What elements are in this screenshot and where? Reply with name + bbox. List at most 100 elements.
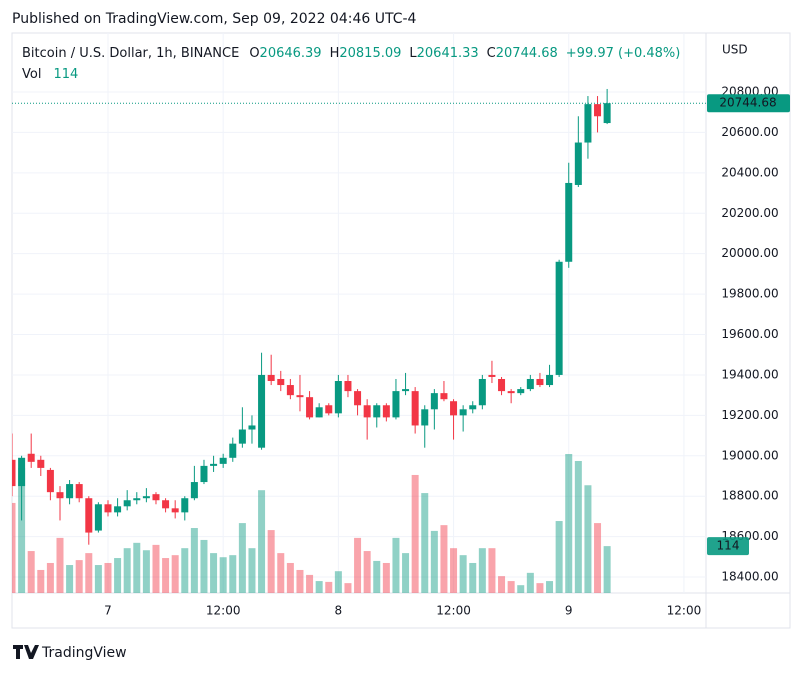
candle-body <box>334 381 342 414</box>
candle-body <box>152 494 160 501</box>
candle-body <box>46 469 54 493</box>
candle-body <box>306 397 314 418</box>
volume-bar <box>46 562 54 593</box>
o-label: O <box>249 46 259 61</box>
volume-tag-label: 114 <box>717 539 740 553</box>
published-note: Published on TradingView.com, Sep 09, 20… <box>12 11 417 27</box>
frame <box>11 32 791 629</box>
l-value: 20641.33 <box>417 46 479 61</box>
volume-bar <box>517 585 525 593</box>
volume-bar <box>75 560 83 593</box>
candle-body <box>171 508 179 513</box>
candle-body <box>594 104 602 117</box>
volume-bar <box>85 553 93 593</box>
candle-body <box>94 504 102 531</box>
candle-body <box>459 409 467 416</box>
volume-bar <box>200 539 208 593</box>
volume-bar <box>229 555 237 593</box>
candle-body <box>66 484 74 499</box>
candle-body <box>286 385 294 396</box>
volume-bar <box>584 485 592 593</box>
l-label: L <box>409 46 417 61</box>
volume-bar <box>565 454 573 593</box>
volume-bar <box>18 467 26 593</box>
candle-body <box>37 459 45 468</box>
y-tick-label: 18800.00 <box>721 489 778 503</box>
volume-bar <box>498 576 506 593</box>
candle-body <box>325 405 333 414</box>
last-price-tag <box>707 94 790 113</box>
candle-body <box>296 395 304 398</box>
change: +99.97 (+0.48%) <box>566 46 681 61</box>
volume-bar <box>162 558 170 593</box>
volume-bar <box>171 555 179 593</box>
candle-body <box>603 103 611 124</box>
volume-bar <box>277 553 285 593</box>
volume-bar <box>478 548 486 593</box>
legend-line: Bitcoin / U.S. Dollar, 1h, BINANCE O20646… <box>22 46 680 61</box>
y-tick-label: 19600.00 <box>721 327 778 341</box>
volume-bar <box>258 490 266 593</box>
volume-bar <box>392 537 400 593</box>
volume-bar <box>66 565 74 593</box>
candle-body <box>277 378 285 386</box>
candle-body <box>488 374 496 377</box>
candle-body <box>85 498 93 533</box>
volume-bar <box>152 544 160 593</box>
candle-body <box>507 391 515 394</box>
x-tick-label: 12:00 <box>436 604 471 618</box>
volume-bar <box>56 537 64 593</box>
volume-bar <box>488 548 496 593</box>
volume-bar <box>402 553 410 593</box>
volume-value: 114 <box>53 67 78 82</box>
candle-body <box>238 429 246 444</box>
volume-tag <box>707 537 749 556</box>
volume-bar <box>507 581 515 593</box>
logo <box>13 645 39 659</box>
candle-body <box>142 496 150 499</box>
volume-bar <box>411 474 419 593</box>
volume-bar <box>555 521 563 593</box>
volume-bar <box>421 493 429 593</box>
volume-bar <box>450 548 458 593</box>
candle-body <box>267 374 275 382</box>
volume-bar <box>248 548 256 593</box>
candle-body <box>440 393 448 400</box>
candle-body <box>104 504 112 513</box>
h-value: 20815.09 <box>339 46 401 61</box>
volume-bar <box>382 562 390 593</box>
volume-bar <box>354 537 362 593</box>
candle-body <box>258 374 266 448</box>
volume-bar <box>306 574 314 593</box>
candle-body <box>248 425 256 430</box>
candle-body <box>210 463 218 466</box>
h-label: H <box>330 46 340 61</box>
candle-body <box>344 381 352 392</box>
volume-bar <box>546 581 554 593</box>
x-tick-label: 8 <box>335 604 343 618</box>
y-tick-label: 20200.00 <box>721 206 778 220</box>
candle-body <box>229 443 237 458</box>
candle-body <box>411 391 419 426</box>
candle-body <box>430 393 438 410</box>
candle-body <box>546 374 554 386</box>
volume-bar <box>594 523 602 593</box>
candle-body <box>498 378 506 392</box>
x-tick-label: 12:00 <box>667 604 702 618</box>
volume-bar <box>373 560 381 593</box>
volume-bar <box>334 571 342 593</box>
volume-bar <box>536 583 544 593</box>
symbol-title: Bitcoin / U.S. Dollar, 1h, BINANCE <box>22 46 239 61</box>
candle-body <box>478 378 486 406</box>
volume-bar <box>469 562 477 593</box>
volume-bar <box>267 530 275 593</box>
volume-bar <box>526 572 534 593</box>
volume-bar <box>142 550 150 593</box>
y-tick-label: 19000.00 <box>721 448 778 462</box>
c-value: 20744.68 <box>496 46 558 61</box>
candle-body <box>421 409 429 426</box>
volume-bar <box>37 569 45 593</box>
candle-body <box>382 405 390 418</box>
candle-body <box>123 500 131 507</box>
